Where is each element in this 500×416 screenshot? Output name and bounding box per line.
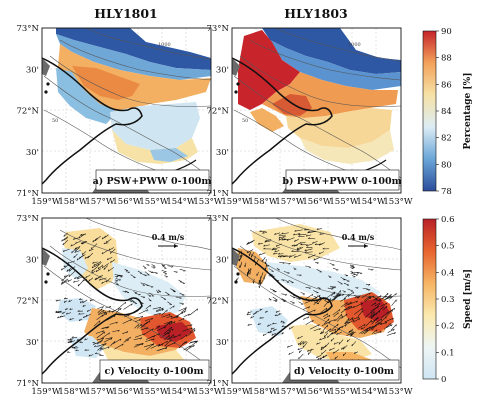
colorbar-tick-label: 0.5 bbox=[441, 242, 455, 252]
longitude-tick-label: 153°W bbox=[193, 197, 222, 207]
latitude-tick-label: 30' bbox=[216, 255, 229, 265]
latitude-tick-label: 30' bbox=[26, 65, 39, 75]
colorbar-tick-label: 86 bbox=[441, 80, 452, 90]
panel-c-velocity-map: 0.4 m/s c) Velocity 0-100m bbox=[42, 218, 211, 383]
longitude-tick-label: 157°W bbox=[275, 197, 304, 207]
percentage-colorbar-title: Percentage [%] bbox=[463, 73, 473, 150]
longitude-tick-label: 159°W bbox=[221, 387, 250, 397]
longitude-tick-label: 153°W bbox=[193, 387, 222, 397]
station-marker bbox=[46, 82, 49, 85]
latitude-tick-label: 73°N bbox=[16, 24, 39, 34]
longitude-tick-label: 156°W bbox=[302, 387, 331, 397]
longitude-tick-label: 154°W bbox=[356, 197, 385, 207]
longitude-tick-label: 154°W bbox=[166, 197, 195, 207]
longitude-tick-label: 158°W bbox=[248, 197, 277, 207]
colorbar-tick-label: 80 bbox=[441, 160, 452, 170]
panel-b-percentage-map: 1000 50 b) PSW+PWW 0-100m bbox=[232, 28, 402, 193]
longitude-tick-label: 159°W bbox=[31, 387, 60, 397]
longitude-tick-label: 157°W bbox=[85, 197, 114, 207]
station-marker bbox=[44, 90, 47, 93]
station-marker bbox=[236, 272, 239, 275]
latitude-tick-label: 73°N bbox=[206, 214, 229, 224]
latitude-tick-label: 30' bbox=[216, 148, 229, 158]
colorbar-tick-label: 0.2 bbox=[441, 322, 455, 332]
percentage-colorbar-ticks: 78 80 82 84 86 88 90 bbox=[436, 27, 452, 197]
longitude-tick-label: 155°W bbox=[139, 197, 168, 207]
panel-label: d) Velocity 0-100m bbox=[294, 366, 394, 377]
longitude-tick-label: 155°W bbox=[329, 387, 358, 397]
station-marker bbox=[234, 90, 237, 93]
colorbar-tick-label: 0.1 bbox=[441, 348, 455, 358]
colorbar-tick-label: 0 bbox=[441, 375, 446, 385]
latitude-tick-label: 30' bbox=[26, 255, 39, 265]
latitude-tick-label: 72°N bbox=[206, 107, 229, 117]
longitude-tick-label: 156°W bbox=[112, 197, 141, 207]
latitude-tick-label: 72°N bbox=[16, 107, 39, 117]
station-marker bbox=[236, 82, 239, 85]
longitude-tick-label: 158°W bbox=[248, 387, 277, 397]
longitude-tick-label: 153°W bbox=[383, 197, 412, 207]
longitude-tick-label: 157°W bbox=[275, 387, 304, 397]
longitude-tick-label: 157°W bbox=[85, 387, 114, 397]
latitude-tick-label: 73°N bbox=[206, 24, 229, 34]
longitude-tick-label: 158°W bbox=[58, 387, 87, 397]
velocity-scale-label: 0.4 m/s bbox=[342, 232, 375, 242]
colorbar-tick-label: 0.3 bbox=[441, 295, 455, 305]
isobath-label: 1000 bbox=[158, 42, 171, 48]
colorbar-tick-label: 88 bbox=[441, 54, 452, 64]
longitude-tick-label: 153°W bbox=[383, 387, 412, 397]
longitude-tick-label: 156°W bbox=[302, 197, 331, 207]
colorbar-tick-label: 90 bbox=[441, 27, 452, 37]
latitude-tick-label: 73°N bbox=[16, 214, 39, 224]
panel-d-velocity-map: 0.4 m/s d) Velocity 0-100m bbox=[232, 218, 401, 383]
colorbar-tick-label: 82 bbox=[441, 134, 452, 144]
latitude-tick-label: 30' bbox=[216, 338, 229, 348]
isobath-label: 50 bbox=[242, 118, 248, 124]
panel-label: b) PSW+PWW 0-100m bbox=[282, 176, 401, 187]
longitude-tick-label: 156°W bbox=[112, 387, 141, 397]
longitude-tick-label: 155°W bbox=[139, 387, 168, 397]
speed-colorbar: 0 0.1 0.2 0.3 0.4 0.5 0.6 Speed [m/s] bbox=[423, 215, 473, 385]
speed-colorbar-title: Speed [m/s] bbox=[463, 269, 473, 329]
longitude-tick-label: 155°W bbox=[329, 197, 358, 207]
colorbar-tick-label: 78 bbox=[441, 187, 452, 197]
colorbar-tick-label: 0.6 bbox=[441, 215, 455, 225]
panel-label: a) PSW+PWW 0-100m bbox=[93, 176, 212, 187]
station-marker bbox=[46, 272, 49, 275]
longitude-tick-label: 154°W bbox=[166, 387, 195, 397]
latitude-tick-label: 30' bbox=[216, 65, 229, 75]
longitude-tick-label: 158°W bbox=[58, 197, 87, 207]
longitude-tick-label: 154°W bbox=[356, 387, 385, 397]
column-title-hly1801: HLY1801 bbox=[94, 6, 158, 21]
panel-label: c) Velocity 0-100m bbox=[104, 366, 203, 377]
colorbar-tick-label: 0.4 bbox=[441, 268, 455, 278]
latitude-tick-label: 30' bbox=[26, 148, 39, 158]
velocity-scale-label: 0.4 m/s bbox=[152, 232, 185, 242]
station-marker bbox=[234, 280, 237, 283]
isobath-label: 1000 bbox=[348, 42, 361, 48]
speed-colorbar-ticks: 0 0.1 0.2 0.3 0.4 0.5 0.6 bbox=[436, 215, 455, 385]
colorbar-tick-label: 84 bbox=[441, 107, 452, 117]
column-title-hly1803: HLY1803 bbox=[284, 6, 348, 21]
latitude-tick-label: 30' bbox=[26, 338, 39, 348]
latitude-tick-label: 72°N bbox=[206, 297, 229, 307]
percentage-colorbar: 78 80 82 84 86 88 90 Percentage [%] bbox=[423, 27, 473, 197]
panel-a-percentage-map: 1000 50 a) PSW+PWW 0-100m bbox=[42, 28, 211, 193]
longitude-tick-label: 159°W bbox=[221, 197, 250, 207]
station-marker bbox=[44, 280, 47, 283]
latitude-tick-label: 72°N bbox=[16, 297, 39, 307]
longitude-tick-label: 159°W bbox=[31, 197, 60, 207]
isobath-label: 50 bbox=[52, 118, 58, 124]
